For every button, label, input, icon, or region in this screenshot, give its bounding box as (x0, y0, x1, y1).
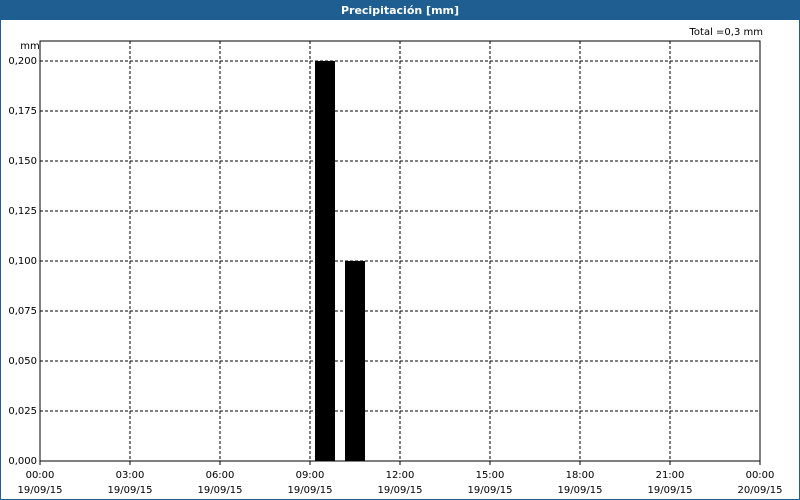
annotation: Total =0,3 mm (689, 27, 763, 38)
x-tick-label: 21:00 (656, 470, 685, 481)
y-tick-label: 0,000 (8, 456, 37, 467)
x-tick-label: 12:00 (386, 470, 415, 481)
y-tick-label: 0,125 (8, 206, 37, 217)
x-tick-label: 06:00 (206, 470, 235, 481)
x-tick-label: 19/09/15 (648, 485, 693, 496)
chart-title: Precipitación [mm] (341, 4, 459, 17)
y-axis-label: mm (20, 41, 39, 52)
x-tick-label: 20/09/15 (738, 485, 783, 496)
title-bar (0, 0, 800, 20)
x-tick-label: 00:00 (26, 470, 55, 481)
y-tick-label: 0,175 (8, 106, 37, 117)
x-tick-label: 19/09/15 (378, 485, 423, 496)
bar (315, 61, 335, 461)
y-tick-label: 0,150 (8, 156, 37, 167)
x-tick-label: 19/09/15 (18, 485, 63, 496)
x-tick-label: 19/09/15 (198, 485, 243, 496)
x-tick-label: 19/09/15 (468, 485, 513, 496)
x-tick-label: 15:00 (476, 470, 505, 481)
x-tick-label: 19/09/15 (558, 485, 603, 496)
y-tick-label: 0,075 (8, 306, 37, 317)
x-tick-label: 18:00 (566, 470, 595, 481)
bar (345, 261, 365, 461)
x-tick-label: 19/09/15 (288, 485, 333, 496)
y-tick-label: 0,200 (8, 56, 37, 67)
x-tick-label: 19/09/15 (108, 485, 153, 496)
x-tick-label: 03:00 (116, 470, 145, 481)
y-tick-label: 0,100 (8, 256, 37, 267)
y-tick-label: 0,050 (8, 356, 37, 367)
x-tick-label: 00:00 (746, 470, 775, 481)
x-tick-label: 09:00 (296, 470, 325, 481)
y-tick-label: 0,025 (8, 406, 37, 417)
plot-frame (39, 40, 761, 462)
